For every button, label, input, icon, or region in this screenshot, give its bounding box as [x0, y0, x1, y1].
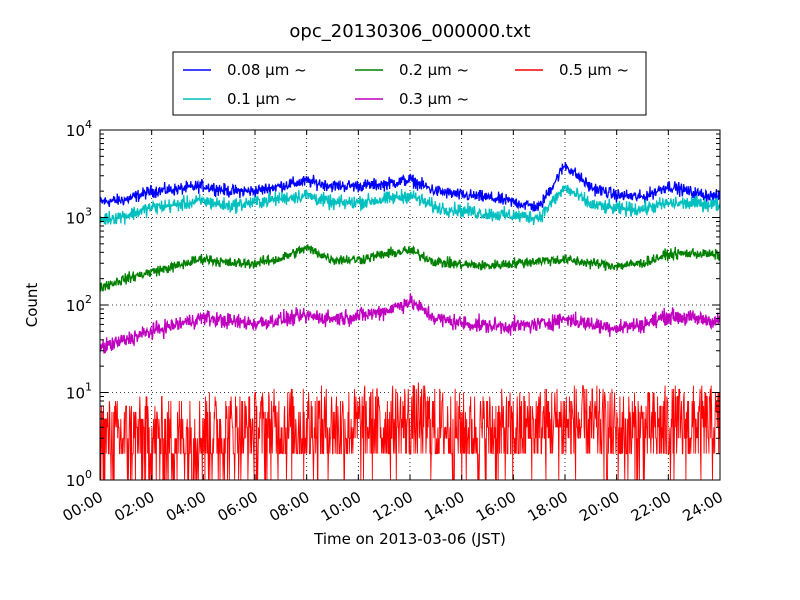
- series-line-0-5: [100, 382, 720, 480]
- chart-title: opc_20130306_000000.txt: [289, 21, 530, 42]
- series-line-0-3: [100, 293, 720, 354]
- series-layer: [100, 162, 720, 480]
- series-line-0-2: [100, 244, 720, 292]
- y-tick-label: 101: [66, 381, 92, 403]
- legend-frame: [172, 51, 647, 116]
- y-tick-label: 100: [66, 468, 92, 490]
- legend-label-0-08: 0.08 μm ~: [227, 61, 307, 79]
- y-tick-label: 103: [66, 206, 92, 228]
- grid: [100, 130, 720, 480]
- legend-label-0-3: 0.3 μm ~: [399, 90, 469, 108]
- y-tick-label: 104: [66, 118, 92, 140]
- legend-label-0-2: 0.2 μm ~: [399, 61, 469, 79]
- legend-label-0-5: 0.5 μm ~: [559, 61, 629, 79]
- x-axis-label: Time on 2013-03-06 (JST): [313, 530, 506, 548]
- y-axis-label: Count: [23, 283, 41, 328]
- series-line-0-1: [100, 184, 720, 226]
- y-tick-label: 102: [66, 293, 92, 315]
- series-line-0-08: [100, 162, 720, 213]
- plot-frame: [99, 129, 721, 481]
- legend: 0.08 μm ~ 0.1 μm ~ 0.2 μm ~ 0.3 μm ~ 0.5 μm …: [172, 51, 647, 116]
- legend-label-0-1: 0.1 μm ~: [227, 90, 297, 108]
